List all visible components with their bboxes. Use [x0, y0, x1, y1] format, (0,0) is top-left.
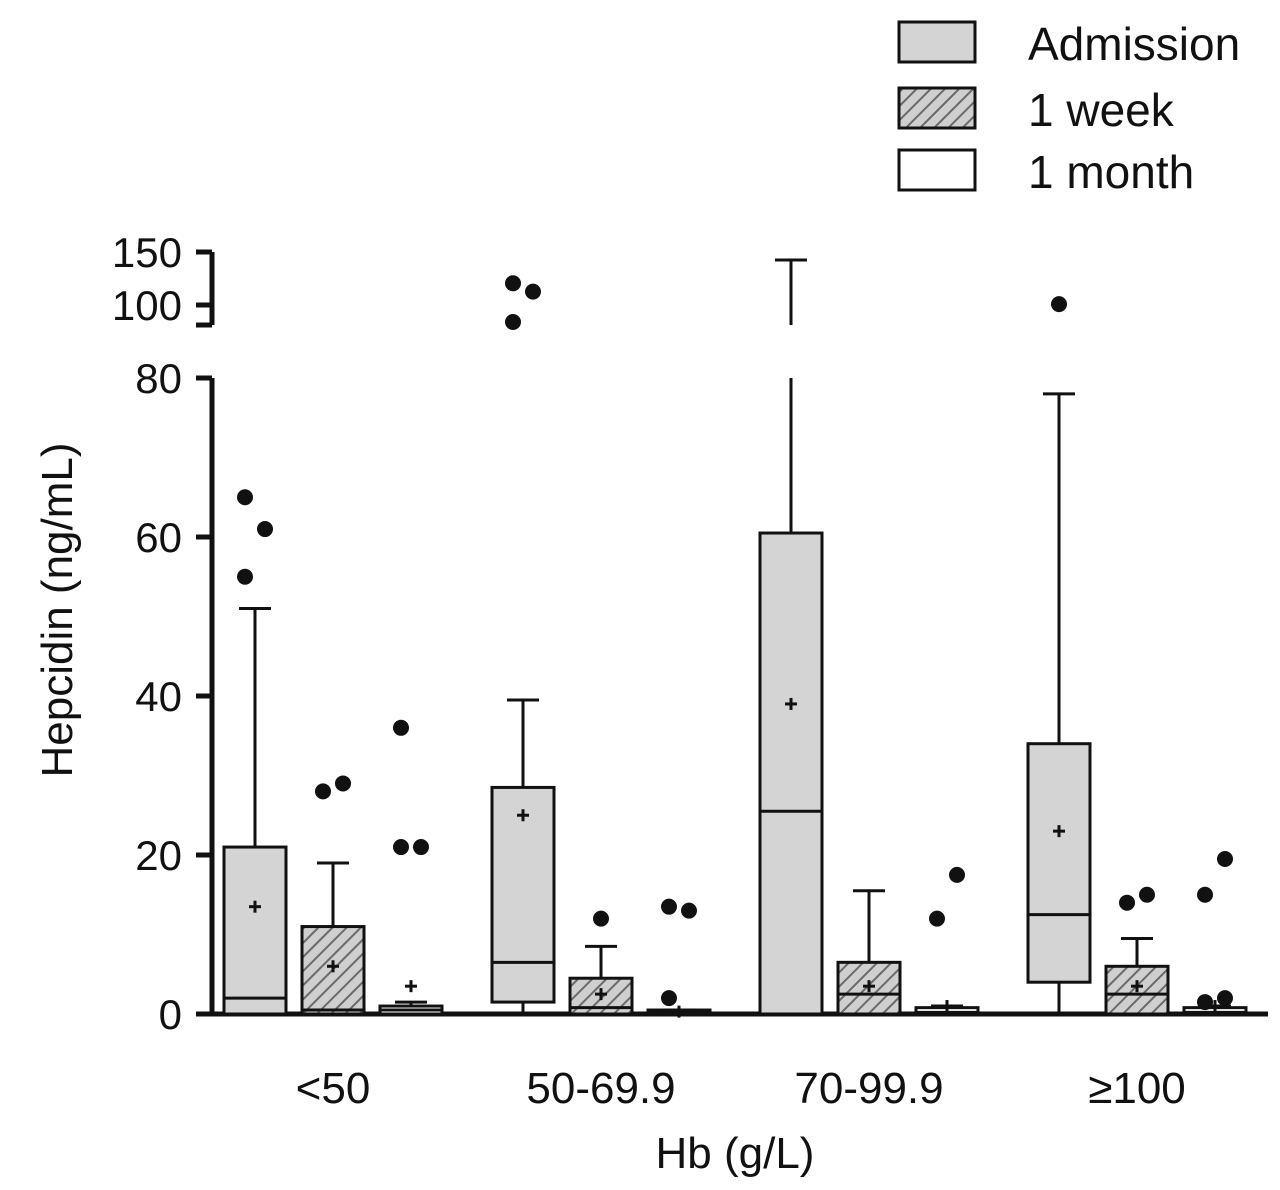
box-plot: [568, 910, 634, 1016]
y-tick-label: 20: [135, 832, 182, 879]
legend-swatch: [897, 20, 977, 64]
outlier-point: [413, 839, 429, 856]
outlier-point: [929, 910, 945, 927]
outlier-point: [593, 910, 609, 927]
outlier-point: [1051, 296, 1067, 313]
box-plot: [222, 489, 288, 1016]
box: [222, 845, 288, 1016]
outlier-point: [1217, 990, 1233, 1007]
outlier-point: [393, 719, 409, 736]
box-plot: [914, 866, 980, 1016]
legend-label: 1 week: [1028, 84, 1175, 136]
box: [758, 531, 824, 1016]
outlier-point: [1139, 886, 1155, 903]
outlier-point: [335, 775, 351, 792]
box-plot: [378, 719, 444, 1016]
box-plot: [1026, 296, 1092, 1014]
outlier-point: [661, 990, 677, 1007]
outlier-point: [505, 275, 521, 292]
outlier-point: [393, 839, 409, 856]
box-plot: [1104, 886, 1170, 1016]
x-axis-title: Hb (g/L): [656, 1129, 815, 1178]
outlier-point: [1217, 850, 1233, 867]
box-plot: [1182, 850, 1248, 1016]
x-tick-label: ≥100: [1088, 1064, 1186, 1113]
outlier-point: [237, 489, 253, 506]
x-tick-label: 50-69.9: [526, 1064, 675, 1113]
legend-swatch: [897, 148, 977, 192]
x-tick-label: 70-99.9: [794, 1064, 943, 1113]
box: [490, 785, 556, 1004]
outlier-point: [949, 866, 965, 883]
y-axis-title: Hepcidin (ng/mL): [33, 442, 82, 777]
outlier-point: [505, 314, 521, 330]
box-plot: [300, 775, 366, 1016]
legend-swatch: [897, 86, 977, 130]
outlier-point: [1119, 894, 1135, 911]
outlier-point: [681, 902, 697, 919]
outlier-point: [1197, 994, 1213, 1011]
y-tick-label: 80: [135, 355, 182, 402]
y-tick-label: 0: [159, 991, 182, 1038]
y-tick-label: 40: [135, 673, 182, 720]
outlier-point: [237, 568, 253, 585]
axes: 0 20 40 60 80 100 150 <50 50-69.9 70-99.9 ≥100: [112, 229, 1268, 1113]
outlier-point: [257, 521, 273, 538]
legend: Admission 1 week 1 month: [897, 18, 1240, 198]
legend-label: Admission: [1028, 18, 1240, 70]
y-tick-label: 60: [135, 514, 182, 561]
outlier-point: [1197, 886, 1213, 903]
legend-label: 1 month: [1028, 146, 1194, 198]
outlier-point: [315, 783, 331, 800]
box: [1026, 742, 1092, 984]
y-tick-label: 150: [112, 229, 182, 276]
box-plot: [758, 258, 824, 1016]
outlier-point: [661, 898, 677, 915]
y-tick-label: 100: [112, 282, 182, 329]
box-plots: [222, 258, 1248, 1018]
outlier-point: [525, 283, 541, 300]
box-plot: [836, 889, 902, 1016]
box-plot: [646, 898, 712, 1018]
x-tick-label: <50: [296, 1064, 371, 1113]
box-plot: [490, 275, 556, 1014]
